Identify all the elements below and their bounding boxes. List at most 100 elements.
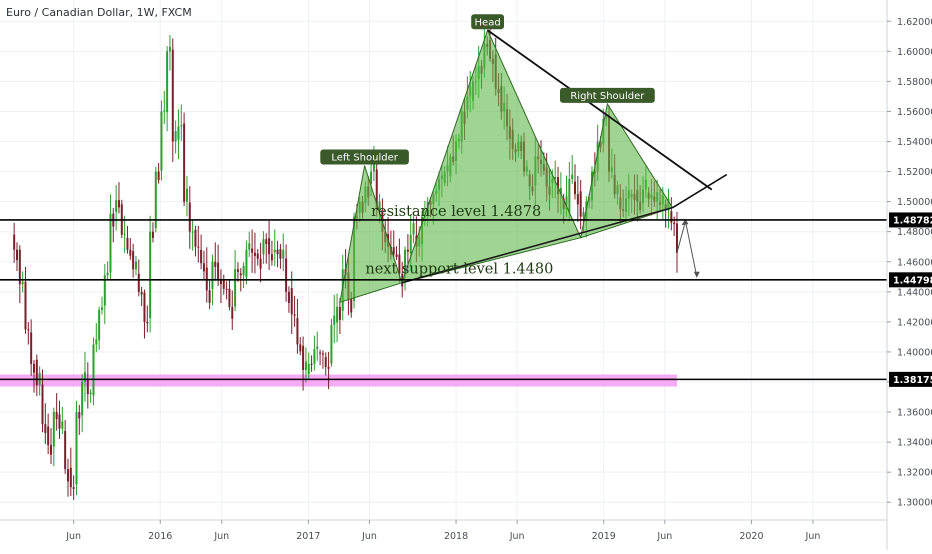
- candle-body: [98, 309, 101, 341]
- projection-path: [676, 221, 698, 277]
- candle-body: [137, 273, 140, 292]
- candle-body: [202, 263, 205, 272]
- resistance-annotation: resistance level 1.4878: [371, 204, 541, 220]
- candle-body: [285, 258, 288, 292]
- candle-body: [554, 177, 557, 180]
- y-tick-label: 1.62000: [897, 17, 932, 28]
- candle-body: [293, 314, 296, 316]
- lower-trendline: [672, 173, 728, 209]
- candle-body: [321, 353, 324, 355]
- candle-body: [115, 200, 118, 212]
- candle-body: [239, 273, 242, 276]
- y-tick-label: 1.60000: [897, 47, 932, 58]
- x-tick-label: Jun: [361, 531, 377, 542]
- candle-body: [55, 412, 58, 420]
- candle-body: [304, 361, 307, 370]
- candle-body: [41, 384, 44, 425]
- candle-body: [350, 299, 353, 313]
- x-tick-label: Jun: [509, 531, 525, 542]
- y-tick-label: 1.32000: [897, 468, 932, 479]
- candle-body: [225, 288, 228, 290]
- y-tick-label: 1.44000: [897, 287, 932, 298]
- candle-body: [395, 254, 398, 258]
- labels-layer: Euro / Canadian Dollar, 1W, FXCM Head Righ…: [6, 6, 655, 277]
- candle-body: [103, 275, 106, 306]
- y-tick-label: 1.30000: [897, 498, 932, 509]
- candle-body: [231, 306, 234, 319]
- head-label: Head: [475, 17, 501, 28]
- candle-body: [316, 346, 319, 349]
- candle-body: [200, 249, 203, 264]
- candle-body: [406, 249, 409, 252]
- candle-body: [126, 237, 129, 250]
- candle-body: [69, 467, 72, 488]
- price-tag-label: 1.48782: [893, 216, 932, 227]
- candle-body: [582, 211, 585, 217]
- candle-body: [398, 254, 401, 274]
- candle-body: [86, 378, 89, 395]
- candle-body: [72, 487, 75, 489]
- candle-body: [282, 249, 285, 259]
- candle-body: [117, 200, 120, 208]
- candle-body: [211, 261, 214, 289]
- candle-body: [18, 249, 21, 285]
- candle-body: [81, 382, 84, 416]
- candle-body: [163, 110, 166, 112]
- candle-body: [265, 239, 268, 245]
- candle-body: [409, 234, 412, 254]
- candle-body: [171, 49, 174, 142]
- candle-body: [557, 177, 560, 195]
- candle-body: [268, 238, 271, 255]
- candle-body: [32, 363, 35, 373]
- candle-body: [30, 332, 33, 364]
- candle-body: [568, 179, 571, 214]
- candle-body: [670, 211, 673, 223]
- candle-body: [134, 261, 137, 270]
- candle-body: [579, 191, 582, 217]
- levels-layer: [0, 219, 887, 381]
- projection-arrowhead: [693, 271, 700, 278]
- candle-body: [75, 412, 78, 485]
- candle-body: [61, 421, 64, 429]
- candle-body: [319, 352, 322, 354]
- candle-body: [15, 249, 18, 261]
- candle-body: [253, 252, 256, 256]
- price-tag-label: 1.44798: [893, 276, 932, 287]
- y-tick-label: 1.36000: [897, 408, 932, 419]
- candle-body: [392, 247, 395, 255]
- y-tick-label: 1.34000: [897, 438, 932, 449]
- support-zone-layer: [0, 374, 677, 387]
- projection-arrowhead-up: [681, 219, 689, 226]
- candle-body: [123, 233, 126, 235]
- candle-body: [290, 288, 293, 315]
- candle-body: [262, 239, 265, 255]
- candle-body: [228, 288, 231, 307]
- candle-body: [404, 249, 407, 274]
- head-triangle: [401, 28, 582, 284]
- upper-trendline: [487, 29, 713, 191]
- candle-body: [313, 348, 316, 364]
- candle-body: [154, 171, 157, 229]
- candle-body: [95, 339, 98, 345]
- candle-body: [336, 306, 339, 323]
- candle-body: [279, 249, 282, 259]
- candle-body: [256, 253, 259, 259]
- candle-body: [307, 363, 310, 375]
- candle-body: [571, 174, 574, 180]
- x-tick-label: Jun: [213, 531, 229, 542]
- candle-body: [675, 223, 678, 253]
- candle-body: [330, 324, 333, 364]
- candle-body: [24, 281, 27, 330]
- candle-body: [302, 345, 305, 370]
- price-tag-bg: [889, 212, 932, 228]
- x-tick-label: Jun: [656, 531, 672, 542]
- candle-body: [217, 262, 220, 280]
- candle-body: [197, 246, 200, 248]
- candle-body: [234, 269, 237, 307]
- x-tick-label: 2020: [739, 531, 763, 542]
- candle-body: [327, 366, 330, 369]
- candle-body: [49, 445, 52, 455]
- x-tick-label: 2018: [444, 531, 468, 542]
- candle-body: [129, 249, 132, 256]
